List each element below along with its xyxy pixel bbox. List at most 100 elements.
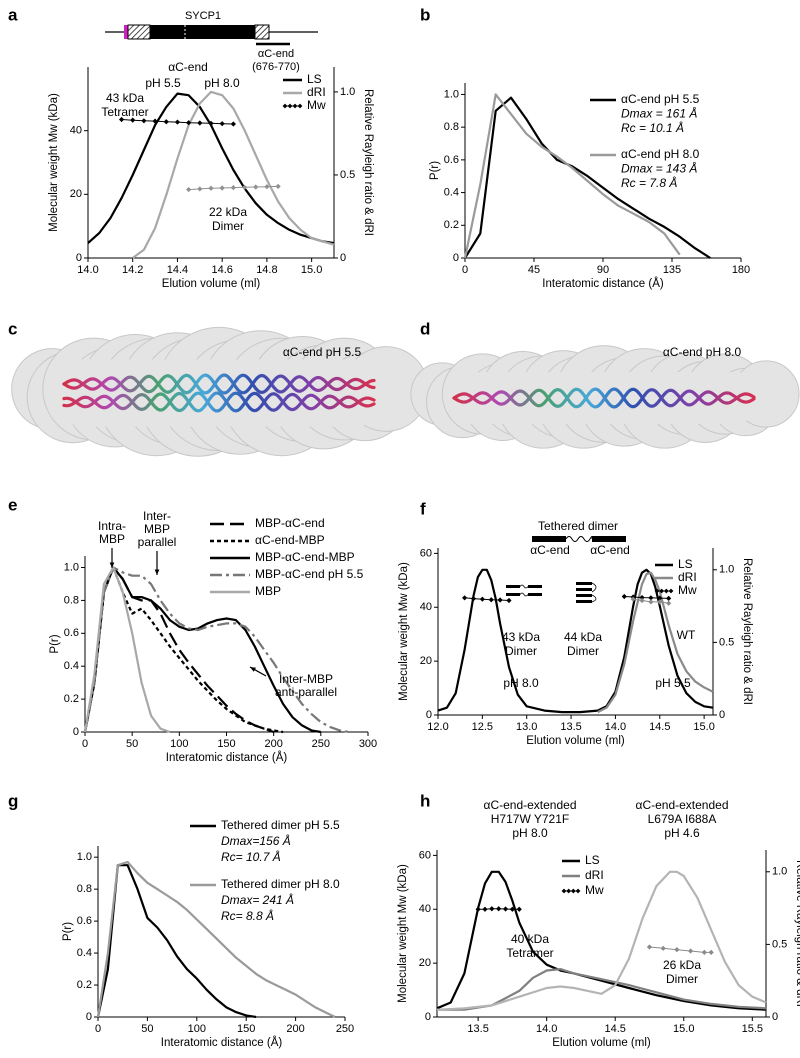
linker bbox=[565, 536, 593, 542]
legend-detail: Dmax= 241 Å bbox=[221, 892, 294, 907]
legend-label: Tethered dimer pH 8.0 bbox=[221, 877, 340, 891]
helix-block bbox=[528, 593, 542, 596]
annotation: αC-end-extended bbox=[484, 798, 577, 812]
annotation: Tetramer bbox=[506, 946, 553, 960]
legend-detail: Rc = 7.8 Å bbox=[621, 175, 677, 190]
mw-marker bbox=[674, 947, 680, 953]
legend-label: dRI bbox=[585, 868, 604, 882]
series-line bbox=[83, 566, 284, 734]
legend-label: MBP bbox=[255, 584, 281, 598]
helix-block bbox=[506, 593, 520, 596]
legend-detail: Rc = 10.1 Å bbox=[621, 120, 684, 135]
x-axis-label: Elution volume (ml) bbox=[162, 278, 261, 290]
molecular-surface bbox=[11, 326, 429, 457]
y-tick-label: 1.0 bbox=[444, 88, 459, 100]
annotation: αC-end bbox=[530, 543, 570, 557]
x-tick-label: 250 bbox=[336, 1023, 354, 1035]
y-tick-label: 0.8 bbox=[444, 121, 459, 133]
series-line bbox=[597, 571, 714, 714]
construct-label: αC-end bbox=[258, 48, 294, 60]
x-tick-label: 12.0 bbox=[427, 721, 448, 733]
annotation: Inter- bbox=[143, 509, 171, 523]
y-tick-label: 0.4 bbox=[77, 947, 92, 959]
arrow-head bbox=[154, 569, 160, 575]
annotation: Dimer bbox=[567, 644, 599, 658]
y2-axis-label: Relative Rayleigh ratio & dRI bbox=[741, 558, 753, 705]
annotation: 22 kDa bbox=[209, 205, 247, 219]
mw-marker bbox=[479, 596, 485, 602]
mw-marker bbox=[241, 184, 248, 190]
legend-swatch bbox=[570, 888, 576, 894]
y-tick-label: 60 bbox=[419, 849, 431, 861]
mw-marker bbox=[470, 596, 477, 602]
annotation: 44 kDa bbox=[564, 630, 602, 644]
legend-detail: Dmax = 143 Å bbox=[621, 161, 697, 176]
x-tick-label: 50 bbox=[126, 738, 138, 750]
schematic-title: SYCP1 bbox=[185, 10, 221, 22]
y-tick-label: 0.6 bbox=[444, 154, 459, 166]
y-tick-label: 0 bbox=[86, 1011, 92, 1023]
x-tick-label: 14.0 bbox=[77, 264, 98, 276]
legend-label: Tethered dimer pH 5.5 bbox=[221, 818, 340, 832]
tethered-dimer-diagram bbox=[506, 536, 626, 603]
x-tick-label: 14.4 bbox=[167, 264, 188, 276]
x-tick-label: 15.0 bbox=[673, 1023, 694, 1035]
legend-swatch bbox=[659, 588, 665, 594]
panel-letter: e bbox=[8, 495, 17, 514]
x-tick-label: 100 bbox=[188, 1023, 206, 1035]
y2-tick-label: 0 bbox=[719, 709, 725, 721]
series-line bbox=[83, 566, 350, 734]
y-tick-label: 60 bbox=[420, 547, 432, 559]
legend-label: MBP-αC-end-MBP bbox=[255, 550, 355, 564]
mw-marker bbox=[197, 120, 203, 126]
mw-marker bbox=[489, 906, 495, 912]
structure-title: αC-end pH 8.0 bbox=[663, 345, 742, 359]
y2-axis-label: Relative Rayleigh ratio & dRI bbox=[362, 89, 374, 236]
legend-label: dRI bbox=[678, 570, 697, 584]
y2-tick-label: 0.5 bbox=[772, 938, 787, 950]
panel-letter: h bbox=[420, 791, 430, 810]
legend-swatch bbox=[575, 888, 581, 894]
legend-swatch bbox=[654, 588, 660, 594]
mw-marker bbox=[475, 906, 481, 912]
legend-label: LS bbox=[307, 72, 322, 86]
y-tick-label: 0.4 bbox=[64, 660, 79, 672]
y-tick-label: 0 bbox=[453, 252, 459, 264]
y-tick-label: 20 bbox=[420, 655, 432, 667]
x-tick-label: 14.8 bbox=[256, 264, 277, 276]
panel-letter: f bbox=[420, 499, 426, 518]
legend-detail: Rc= 10.7 Å bbox=[221, 849, 281, 864]
x-tick-label: 50 bbox=[141, 1023, 153, 1035]
x-axis-label: Interatomic distance (Å) bbox=[166, 751, 288, 764]
x-axis-label: Interatomic distance (Å) bbox=[161, 1036, 283, 1049]
y2-tick-label: 0.5 bbox=[719, 636, 734, 648]
y-tick-label: 0.6 bbox=[64, 627, 79, 639]
x-tick-label: 14.5 bbox=[649, 721, 670, 733]
y2-tick-label: 0 bbox=[340, 252, 346, 264]
mw-marker bbox=[230, 121, 236, 127]
series-line bbox=[437, 568, 714, 714]
arrow-head bbox=[109, 562, 115, 568]
y2-tick-label: 0.5 bbox=[340, 169, 355, 181]
y-tick-label: 0.2 bbox=[444, 219, 459, 231]
x-tick-label: 150 bbox=[237, 1023, 255, 1035]
mw-marker bbox=[197, 186, 203, 192]
y-tick-label: 40 bbox=[420, 601, 432, 613]
mw-marker bbox=[666, 595, 672, 601]
y-tick-label: 0.2 bbox=[77, 979, 92, 991]
y-axis-label: P(r) bbox=[62, 922, 74, 941]
legend-label: LS bbox=[585, 853, 600, 867]
panel-letter: b bbox=[420, 5, 430, 24]
y2-tick-label: 1.0 bbox=[772, 866, 787, 878]
schematic-hatched bbox=[254, 24, 270, 40]
legend-swatch bbox=[287, 103, 293, 109]
helix bbox=[62, 373, 376, 395]
mw-marker bbox=[208, 120, 214, 126]
helix bbox=[62, 391, 376, 413]
schematic-domain bbox=[150, 25, 185, 39]
legend-label: Mw bbox=[307, 98, 326, 112]
annotation: Dimer bbox=[666, 972, 698, 986]
legend-label: Mw bbox=[678, 583, 697, 597]
linker bbox=[519, 584, 529, 589]
